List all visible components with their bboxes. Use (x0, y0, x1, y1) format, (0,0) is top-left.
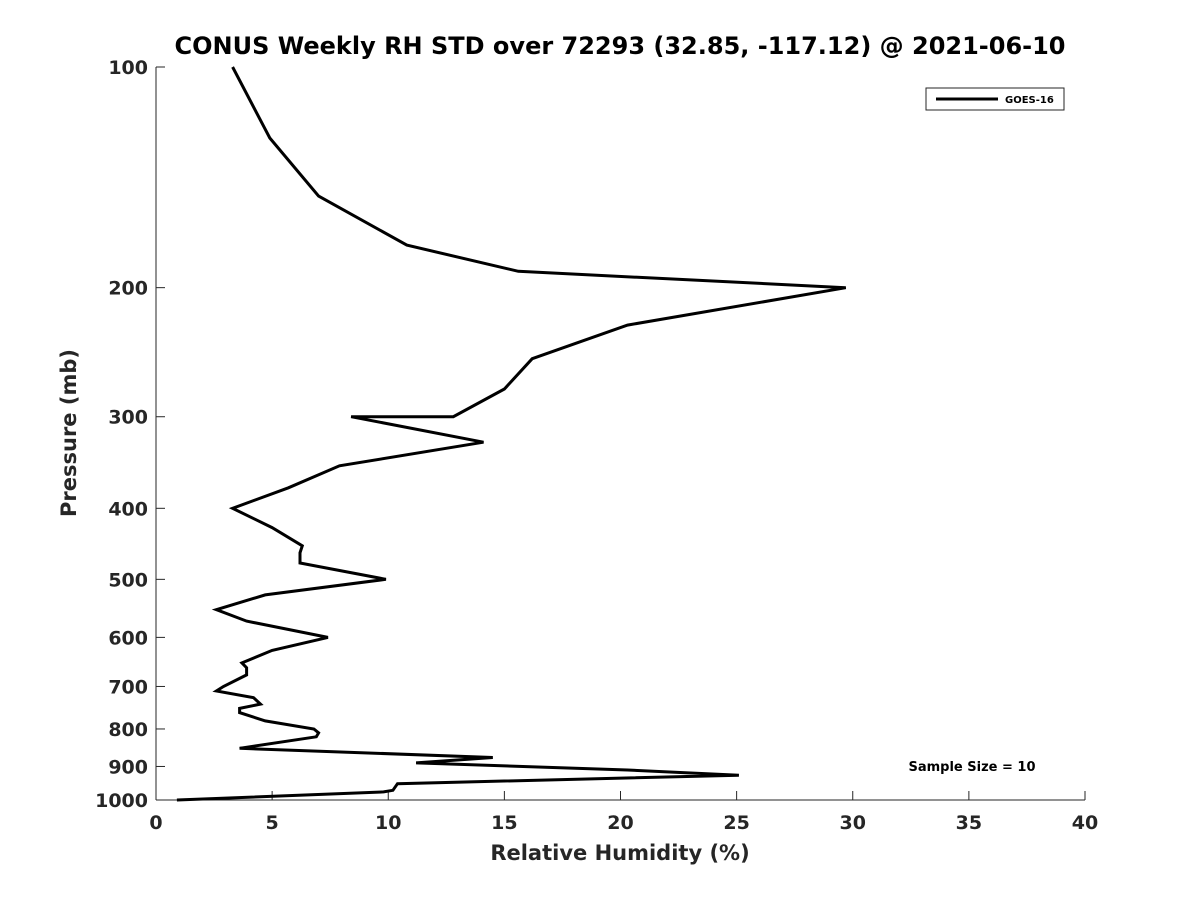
y-tick-label: 100 (108, 57, 148, 79)
series-line-goes-16 (176, 66, 847, 802)
series-layer (176, 66, 847, 802)
x-tick-label: 20 (607, 812, 633, 834)
y-tick-label: 900 (108, 756, 148, 778)
chart-title: CONUS Weekly RH STD over 72293 (32.85, -… (174, 32, 1065, 60)
legend: GOES-16 (925, 87, 1065, 111)
y-axis-label: Pressure (mb) (57, 349, 81, 517)
y-ticks: 100 200 300 400 500 600 700 800 900 1000 (95, 57, 165, 812)
sample-size-annotation: Sample Size = 10 (908, 760, 1035, 775)
y-tick-label: 800 (108, 719, 148, 741)
y-tick-label: 500 (108, 569, 148, 591)
y-tick-label: 600 (108, 627, 148, 649)
y-tick-label: 700 (108, 676, 148, 698)
x-tick-label: 25 (723, 812, 749, 834)
x-tick-label: 40 (1072, 812, 1098, 834)
legend-label-goes-16: GOES-16 (1005, 95, 1054, 106)
y-tick-label: 300 (108, 407, 148, 429)
y-tick-label: 1000 (95, 790, 148, 812)
x-ticks: 0 5 10 15 20 25 30 35 40 (149, 791, 1098, 834)
x-tick-label: 5 (266, 812, 279, 834)
plot-area: 0 5 10 15 20 25 30 35 40 100 200 300 400 500 600 700 80… (95, 57, 1098, 834)
x-tick-label: 0 (149, 812, 162, 834)
x-tick-label: 15 (491, 812, 517, 834)
x-tick-label: 10 (375, 812, 401, 834)
x-axis-label: Relative Humidity (%) (490, 841, 749, 865)
y-tick-label: 400 (108, 498, 148, 520)
y-tick-label: 200 (108, 278, 148, 300)
x-tick-label: 35 (956, 812, 982, 834)
x-tick-label: 30 (840, 812, 866, 834)
